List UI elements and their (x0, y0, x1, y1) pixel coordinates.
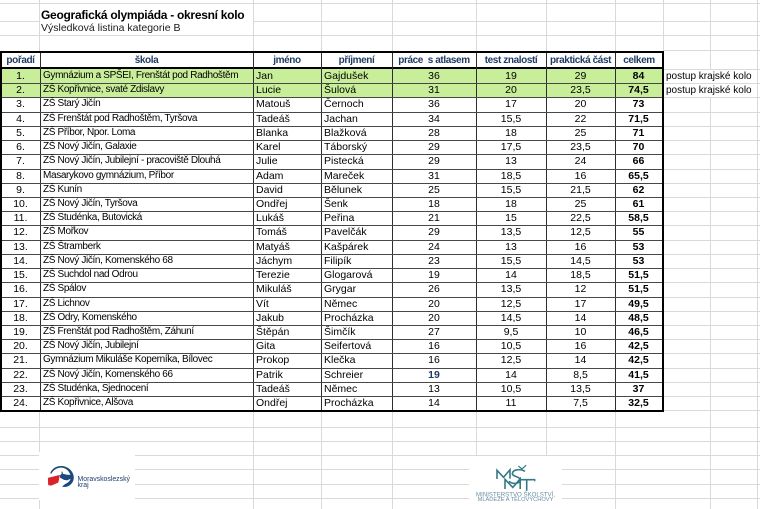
svg-text:Moravskoslezský: Moravskoslezský (78, 476, 131, 483)
svg-text:MINISTERSTVO ŠKOLSTVÍ,: MINISTERSTVO ŠKOLSTVÍ, (476, 491, 555, 498)
svg-text:kraj: kraj (78, 482, 90, 489)
svg-text:MLÁDEŽE A TĚLOVÝCHOVY: MLÁDEŽE A TĚLOVÝCHOVY (478, 495, 554, 503)
